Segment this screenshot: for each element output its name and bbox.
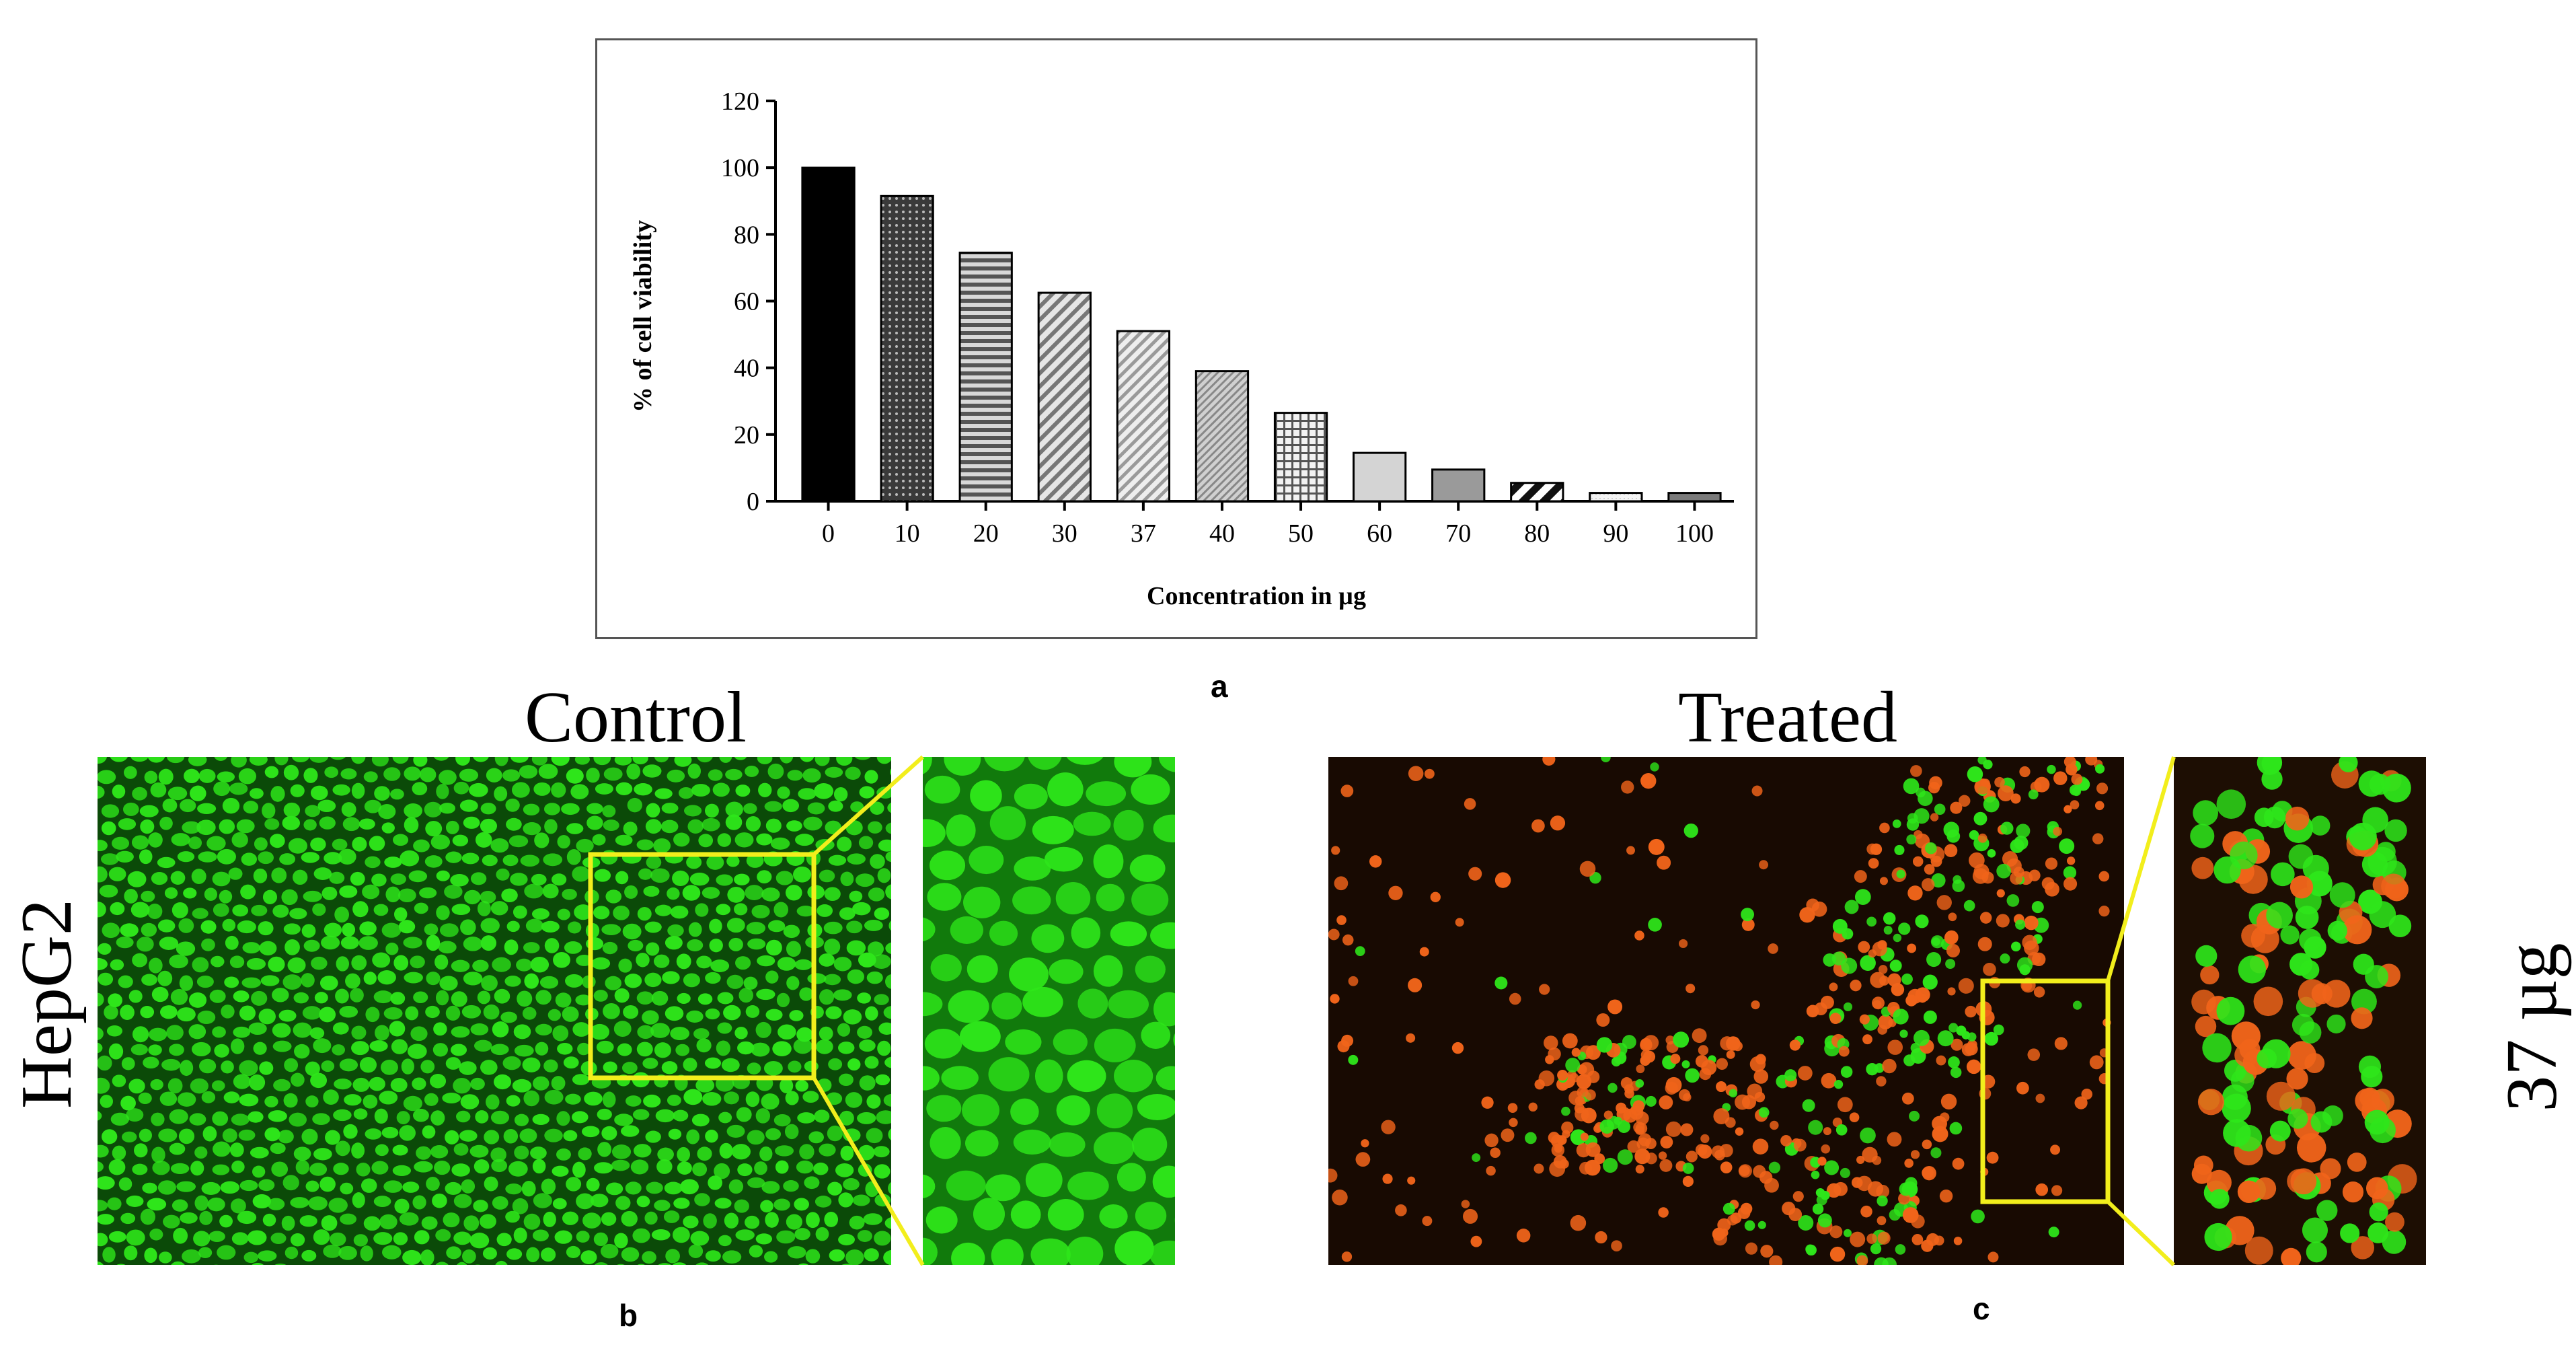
panel-label-c: c	[1973, 1291, 1990, 1326]
x-tick-label: 10	[895, 519, 920, 548]
x-tick-label: 0	[822, 519, 835, 548]
bar-70	[1431, 468, 1486, 503]
panel-label-b: b	[619, 1298, 638, 1333]
x-tick-label: 100	[1675, 519, 1714, 548]
control-highlight-box	[588, 852, 817, 1081]
bar-90	[1589, 492, 1643, 503]
treated-title: Treated	[1678, 678, 1897, 758]
y-tick-label: 80	[734, 221, 759, 249]
y-tick-label: 60	[734, 288, 759, 316]
bar-20	[958, 252, 1013, 503]
bars	[801, 166, 1722, 503]
control-connector-top	[812, 755, 925, 856]
bar-0	[801, 166, 856, 503]
bar-50	[1273, 412, 1328, 503]
y-tick-label: 120	[721, 87, 759, 116]
treated-micrograph	[1328, 757, 2124, 1265]
x-tick-label: 30	[1052, 519, 1077, 548]
treated-cell-field	[1328, 757, 2111, 1265]
stained-cells	[2190, 757, 2417, 1265]
bar-60	[1352, 451, 1407, 503]
control-title: Control	[525, 678, 747, 758]
control-cell-field	[98, 757, 891, 1265]
treated-zoom-inset	[2174, 757, 2426, 1265]
treated-connector-top	[2106, 756, 2176, 982]
stained-cells	[1328, 757, 2111, 1265]
control-connector-bottom	[812, 1077, 925, 1266]
y-axis: 0 20 40 60 80 100 120	[721, 87, 777, 516]
bar-80	[1510, 482, 1564, 503]
y-axis-title: % of cell viability	[629, 220, 657, 412]
control-micrograph	[98, 757, 891, 1265]
x-tick-label: 90	[1603, 519, 1628, 548]
viability-bar-chart: 0 20 40 60 80 100 120 0 10 20 30 37 40 50 60 70 80 90 100…	[629, 87, 1734, 610]
x-axis-title: Concentration in µg	[1147, 582, 1366, 610]
x-tick-label: 50	[1288, 519, 1314, 548]
viability-chart-frame: 0 20 40 60 80 100 120 0 10 20 30 37 40 50 60 70 80 90 100…	[595, 38, 1757, 639]
x-tick-label: 60	[1367, 519, 1392, 548]
control-zoom-inset	[923, 757, 1175, 1265]
cell-nuclei	[923, 757, 1175, 1265]
x-tick-label: 20	[973, 519, 999, 548]
x-tick-label: 37	[1131, 519, 1156, 548]
cell-nuclei	[98, 757, 891, 1265]
y-tick-label: 40	[734, 355, 759, 383]
panel-label-a: a	[1211, 669, 1228, 704]
bar-100	[1667, 492, 1722, 503]
bar-30	[1037, 291, 1092, 503]
bar-10	[880, 194, 934, 503]
x-tick-label: 40	[1209, 519, 1235, 548]
y-tick-label: 100	[721, 154, 759, 182]
x-tick-label: 80	[1524, 519, 1550, 548]
treated-highlight-box	[1980, 978, 2111, 1204]
control-zoom-cells	[923, 757, 1175, 1265]
y-tick-label: 20	[734, 421, 759, 449]
x-tick-label: 70	[1445, 519, 1471, 548]
bar-40	[1195, 370, 1250, 503]
bar-37	[1116, 330, 1171, 503]
y-tick-label: 0	[747, 488, 759, 516]
treated-connector-bottom	[2106, 1200, 2176, 1267]
treated-zoom-cells	[2190, 757, 2417, 1265]
x-axis: 0 10 20 30 37 40 50 60 70 80 90 100	[775, 500, 1734, 548]
